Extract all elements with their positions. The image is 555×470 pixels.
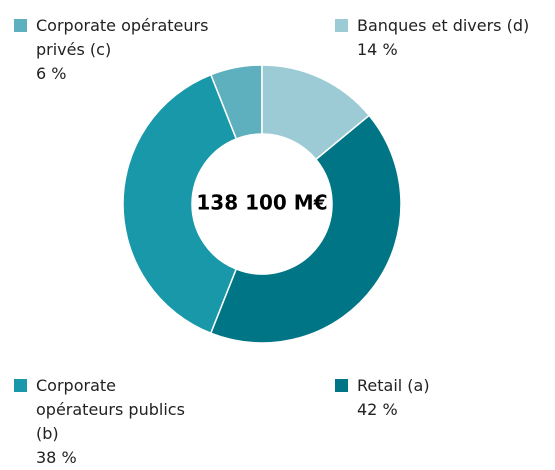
donut-slice <box>209 114 402 344</box>
legend-swatch <box>14 379 27 392</box>
legend-entry: Banques et divers (d) 14 % <box>335 14 547 62</box>
legend-label: Banques et divers (d) <box>357 16 530 35</box>
legend-label: Corporate opérateurs privés (c) <box>36 16 209 59</box>
donut-slice <box>261 64 371 161</box>
legend-swatch <box>14 19 27 32</box>
donut: 138 100 M€ <box>122 64 402 344</box>
legend-entry: Retail (a) 42 % <box>335 374 507 422</box>
chart: 138 100 M€ Banques et divers (d) 14 % Reta… <box>14 14 547 467</box>
legend-entry: Corporate opérateurs privés (c) 6 % <box>14 14 216 86</box>
center-label: 138 100 M€ <box>196 191 327 215</box>
legend-entry: Corporate opérateurs publics (b) 38 % <box>14 374 206 470</box>
legend-swatch <box>335 19 348 32</box>
legend-value: 6 % <box>36 64 67 83</box>
legend-label: Corporate opérateurs publics (b) <box>36 376 185 443</box>
legend-label: Retail (a) <box>357 376 430 395</box>
legend-value: 14 % <box>357 40 398 59</box>
donut-slice <box>122 73 238 335</box>
legend-value: 42 % <box>357 400 398 419</box>
legend-swatch <box>335 379 348 392</box>
